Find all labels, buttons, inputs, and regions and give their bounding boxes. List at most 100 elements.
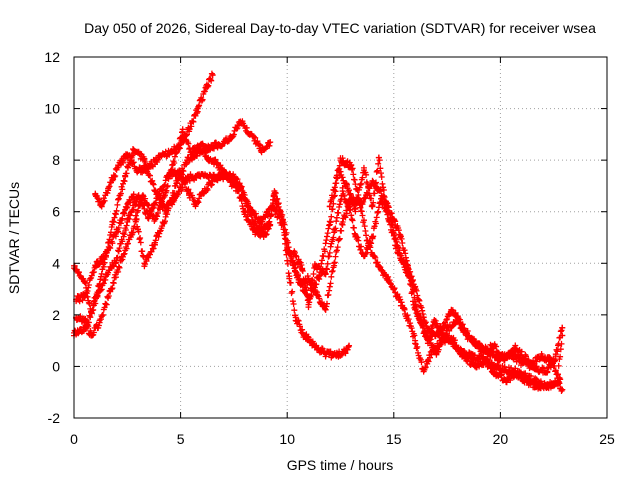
data-point <box>537 353 544 360</box>
data-point <box>183 157 190 164</box>
data-point <box>224 175 231 182</box>
data-point <box>301 332 308 339</box>
data-point <box>290 249 297 256</box>
x-tick-label: 20 <box>493 431 509 447</box>
x-tick-label: 0 <box>70 431 78 447</box>
data-point <box>194 105 201 112</box>
data-point <box>241 211 248 218</box>
data-point <box>102 252 109 259</box>
data-point <box>305 296 312 303</box>
data-point <box>92 190 99 197</box>
plot-frame <box>73 56 608 419</box>
data-point <box>535 384 542 391</box>
data-point <box>335 167 342 174</box>
data-point <box>134 167 141 174</box>
data-point <box>203 84 210 91</box>
data-point <box>213 159 220 166</box>
data-point <box>420 368 427 375</box>
data-point <box>92 262 99 269</box>
data-point <box>420 314 427 321</box>
data-point <box>412 337 419 344</box>
y-tick-label: 4 <box>52 255 60 271</box>
data-point <box>305 275 312 282</box>
data-point <box>480 347 487 354</box>
data-point <box>262 231 269 238</box>
data-point <box>397 231 404 238</box>
data-point <box>139 193 146 200</box>
data-point <box>314 291 321 298</box>
data-point <box>525 378 532 385</box>
data-point <box>88 309 95 316</box>
data-point <box>173 180 180 187</box>
data-point <box>156 190 163 197</box>
data-point <box>311 342 318 349</box>
data-point <box>516 358 523 365</box>
data-point <box>352 206 359 213</box>
data-point <box>424 337 431 344</box>
y-axis-label: SDTVAR / TECUs <box>6 182 22 294</box>
data-point <box>271 193 278 200</box>
data-point <box>107 288 114 295</box>
data-point <box>501 355 508 362</box>
data-point <box>279 216 286 223</box>
data-point <box>431 317 438 324</box>
data-point <box>109 221 116 228</box>
data-point <box>331 260 338 267</box>
data-point <box>416 317 423 324</box>
data-point <box>514 371 521 378</box>
data-point <box>186 190 193 197</box>
data-point <box>559 324 566 331</box>
data-point <box>369 203 376 210</box>
x-tick-label: 15 <box>386 431 402 447</box>
data-point <box>322 270 329 277</box>
data-point <box>179 128 186 135</box>
data-point <box>459 322 466 329</box>
x-tick-label: 10 <box>279 431 295 447</box>
data-point <box>493 371 500 378</box>
data-point <box>352 231 359 238</box>
data-point <box>316 273 323 280</box>
data-point <box>162 213 169 220</box>
data-point <box>503 376 510 383</box>
data-point <box>512 345 519 352</box>
data-point <box>205 157 212 164</box>
data-point <box>346 342 353 349</box>
data-point <box>552 353 559 360</box>
data-point <box>233 175 240 182</box>
data-point <box>209 72 216 79</box>
data-point <box>237 118 244 125</box>
data-point <box>554 371 561 378</box>
data-point <box>98 203 105 210</box>
data-point <box>192 200 199 207</box>
data-point <box>382 198 389 205</box>
data-point <box>433 350 440 357</box>
data-point <box>326 203 333 210</box>
data-point <box>128 231 135 238</box>
data-point <box>198 141 205 148</box>
data-point <box>337 157 344 164</box>
x-tick-label: 25 <box>599 431 615 447</box>
data-point <box>299 265 306 272</box>
data-point <box>339 219 346 226</box>
data-point <box>124 151 131 158</box>
data-point <box>450 340 457 347</box>
data-point <box>339 188 346 195</box>
data-point <box>88 332 95 339</box>
data-point <box>226 136 233 143</box>
data-point <box>341 347 348 354</box>
data-point <box>369 177 376 184</box>
data-point <box>384 275 391 282</box>
data-point <box>198 190 205 197</box>
series-track-6 <box>290 184 566 376</box>
data-point <box>286 273 293 280</box>
data-point <box>156 154 163 161</box>
data-point <box>166 149 173 156</box>
data-point <box>348 162 355 169</box>
data-point <box>145 164 152 171</box>
y-tick-label: 8 <box>52 152 60 168</box>
data-point <box>105 185 112 192</box>
data-point <box>196 172 203 179</box>
y-tick-label: 12 <box>44 49 60 65</box>
